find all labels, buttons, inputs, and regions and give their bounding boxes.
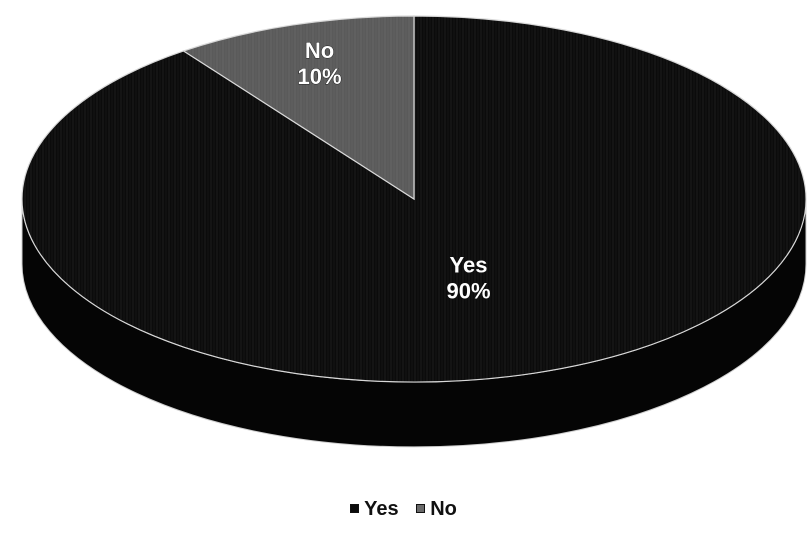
legend-item-no: No [416,498,457,521]
legend: Yes No [0,498,807,521]
pie-slices [21,15,807,383]
slice-label-line: 90% [446,278,490,303]
legend-item-yes: Yes [350,498,399,521]
legend-swatch-yes [350,504,360,513]
slice-label-line: 10% [297,64,341,89]
slice-label-line: No [305,38,334,63]
slice-label-no: No 10% [297,38,341,89]
legend-swatch-no [416,504,426,513]
legend-label-yes: Yes [364,498,399,520]
pie-slice-texture-no [183,16,414,199]
legend-label-no: No [430,498,457,520]
slice-label-line: Yes [450,252,488,277]
slice-label-yes: Yes 90% [446,252,490,303]
slice-labels: Yes 90% No 10% [297,38,491,304]
